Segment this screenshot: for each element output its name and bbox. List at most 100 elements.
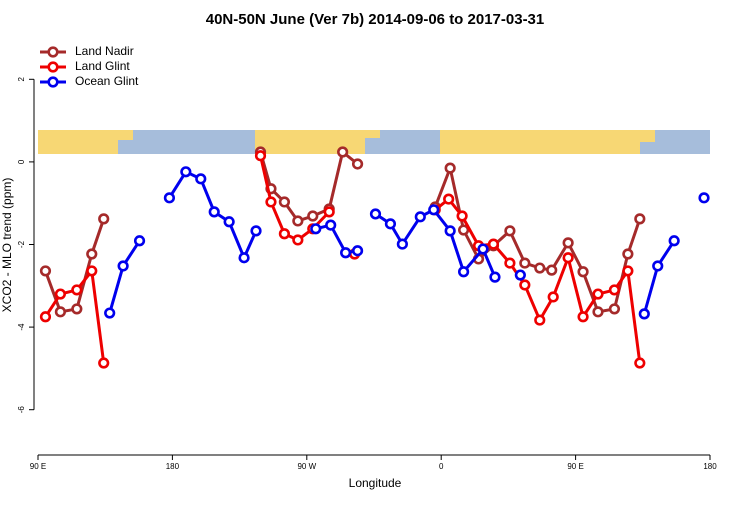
data-point (577, 311, 589, 323)
series (39, 150, 646, 369)
y-tick-label: -2 (17, 240, 26, 248)
data-point (195, 173, 207, 185)
map-strip (38, 130, 710, 154)
data-point (340, 247, 352, 259)
data-point (292, 234, 304, 246)
data-point (98, 357, 110, 369)
data-point (54, 288, 67, 300)
data-point (443, 193, 455, 205)
data-point (519, 257, 531, 269)
data-point (39, 265, 52, 277)
data-point (254, 150, 267, 162)
chart-title: 40N-50N June (Ver 7b) 2014-09-06 to 2017… (206, 11, 545, 28)
data-point (444, 162, 456, 174)
legend-label: Land Glint (75, 59, 130, 73)
series-line (44, 155, 642, 364)
data-point (504, 257, 516, 269)
series-line (44, 149, 642, 314)
data-point (351, 245, 364, 257)
x-tick-label: 0 (439, 462, 444, 471)
data-point (180, 166, 192, 178)
data-point (278, 228, 291, 240)
data-point (608, 303, 621, 315)
x-tick-label: 90 E (567, 462, 583, 471)
data-point (608, 284, 621, 296)
data-point (638, 308, 650, 320)
data-point (223, 216, 235, 228)
data-point (534, 314, 546, 326)
data-point (325, 219, 337, 231)
data-point (458, 224, 470, 236)
data-point (265, 196, 277, 208)
data-point (562, 252, 574, 264)
x-tick-label: 180 (703, 462, 717, 471)
data-point (592, 306, 604, 318)
data-point (652, 260, 664, 272)
data-point (396, 238, 408, 250)
y-tick-label: 2 (17, 77, 26, 82)
y-tick-label: -6 (17, 406, 26, 414)
data-point (86, 248, 98, 260)
data-point (444, 225, 456, 237)
y-tick-label: 0 (17, 159, 26, 164)
data-point (562, 237, 574, 249)
data-point (489, 271, 501, 283)
data-point (634, 357, 646, 369)
data-point (307, 210, 319, 222)
data-point (323, 206, 335, 218)
data-point (504, 225, 516, 237)
data-point (71, 284, 83, 296)
data-point (477, 243, 489, 255)
data-point (384, 218, 397, 230)
data-point (546, 264, 558, 276)
data-point (456, 210, 468, 222)
legend-label: Ocean Glint (75, 74, 139, 88)
data-point (622, 265, 634, 277)
y-tick-label: -4 (17, 323, 26, 331)
x-tick-label: 90 W (297, 462, 316, 471)
data-point (698, 192, 710, 204)
data-point (250, 225, 262, 237)
data-point (238, 252, 250, 264)
data-point (351, 158, 364, 170)
data-point (86, 265, 98, 277)
data-point (547, 291, 559, 303)
data-point (487, 238, 500, 250)
data-point (622, 248, 634, 260)
data-point (668, 235, 680, 247)
data-point (519, 279, 531, 291)
data-point (292, 215, 304, 227)
data-point (104, 307, 116, 319)
data-point (369, 208, 382, 220)
data-point (98, 213, 110, 225)
legend-marker (47, 61, 59, 73)
data-point (514, 269, 526, 281)
data-point (337, 146, 349, 158)
y-axis-label: XCO2 - MLO trend (ppm) (0, 178, 14, 313)
data-point (71, 303, 83, 315)
data-point (310, 223, 322, 235)
data-point (133, 235, 146, 247)
data-point (163, 192, 176, 204)
legend-label: Land Nadir (75, 44, 134, 58)
data-point (634, 213, 646, 225)
x-tick-label: 90 E (30, 462, 46, 471)
x-axis-label: Longitude (349, 476, 402, 490)
data-point (414, 211, 426, 223)
data-point (39, 311, 52, 323)
legend-marker (47, 76, 59, 88)
data-point (577, 266, 589, 278)
series (39, 146, 646, 318)
data-point (458, 266, 470, 278)
series (105, 168, 708, 319)
legend-marker (47, 46, 59, 58)
data-point (54, 306, 67, 318)
data-point (428, 204, 440, 216)
data-point (117, 260, 129, 272)
data-point (208, 206, 220, 218)
data-point (534, 262, 546, 274)
data-point (278, 196, 291, 208)
x-tick-label: 180 (166, 462, 180, 471)
data-point (592, 288, 604, 300)
